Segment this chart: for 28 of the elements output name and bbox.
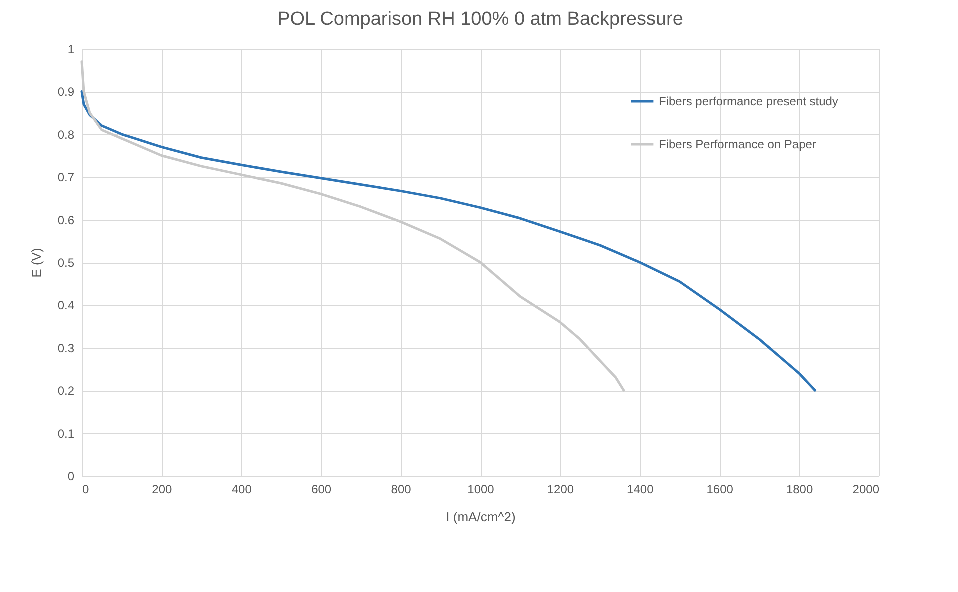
x-tick-label: 800 [391,482,412,496]
y-tick-label: 0.3 [58,341,75,356]
legend-label: Fibers Performance on Paper [659,138,816,152]
x-tick-label: 600 [312,482,332,496]
y-tick-label: 0.9 [58,85,75,100]
x-tick-label: 200 [152,482,173,496]
y-tick-label: 0.1 [58,426,75,441]
y-tick-label: 1 [68,42,75,56]
x-tick-label: 0 [82,482,90,496]
y-tick-label: 0 [68,470,75,484]
y-tick-label: 0.5 [58,256,75,270]
x-tick-label: 1600 [706,482,734,496]
line-series [80,60,626,392]
y-tick-label: 0.7 [58,170,75,185]
x-tick-label: 400 [232,482,252,496]
x-tick-label: 2000 [852,482,880,496]
x-axis-title: I (mA/cm^2) [446,510,516,524]
x-tick-label: 1800 [786,482,814,496]
y-tick-label: 0.4 [58,298,75,313]
x-tick-label: 1200 [547,482,574,496]
legend-label: Fibers performance present study [659,94,838,108]
x-tick-label: 1400 [627,482,654,496]
x-tick-label: 1000 [468,482,495,496]
y-tick-label: 0.2 [58,384,75,398]
chart-title: POL Comparison RH 100% 0 atm Backpressure [278,9,684,30]
y-axis-title: E (V) [28,248,44,278]
y-tick-label: 0.6 [58,213,75,228]
y-tick-label: 0.8 [58,128,75,142]
